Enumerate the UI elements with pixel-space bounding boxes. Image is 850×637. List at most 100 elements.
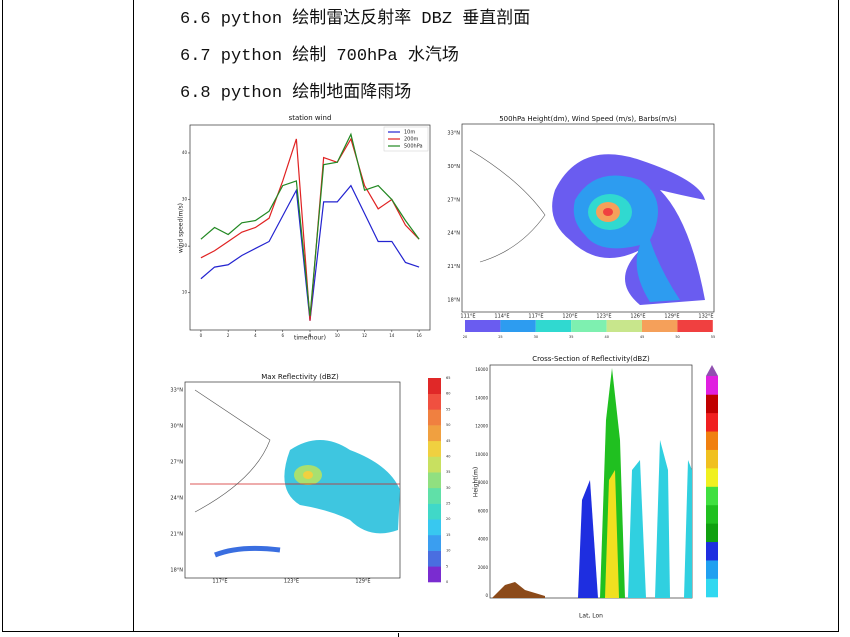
tick-label: 114°E (494, 314, 509, 320)
tick-label: 123°E (284, 579, 299, 585)
coastline (469, 149, 546, 263)
tick-label: 123°E (596, 314, 611, 320)
tick-label: 27°N (447, 197, 460, 203)
shading (628, 460, 646, 598)
tick-label: 35 (446, 470, 450, 474)
shading (605, 470, 619, 598)
tick-label: 55 (711, 335, 715, 339)
tick-label: 12000 (475, 424, 488, 429)
tick-label: 30°N (170, 424, 183, 430)
terrain (492, 582, 545, 598)
tick-label: 0 (485, 593, 488, 598)
tick-label: 30 (446, 486, 450, 490)
section-shading (492, 368, 692, 598)
tick-label: 33°N (170, 388, 183, 394)
tick-label: 25 (446, 502, 450, 506)
shading (684, 460, 692, 598)
colorbar-segment (706, 560, 718, 579)
heading: 6.8 python 绘制地面降雨场 (180, 82, 411, 103)
colorbar-segment (706, 394, 718, 414)
tick-label: 117°E (212, 579, 227, 585)
tick-label: 21°N (170, 532, 183, 538)
section-title: Cross-Section of Reflectivity(dBZ) (532, 355, 650, 363)
colorbar-segment (706, 468, 718, 487)
tick-label: 111°E (460, 314, 475, 320)
section-colorbar (706, 365, 718, 376)
colorbar-segment (428, 550, 441, 567)
tick-label: 40 (604, 335, 608, 339)
shading (603, 208, 613, 216)
tick-label: 10000 (475, 452, 488, 457)
colorbar-segment (428, 487, 441, 504)
tick-label: 35 (569, 335, 573, 339)
tick-label: 30 (534, 335, 538, 339)
x-tick-label: 0 (200, 333, 203, 338)
x-axis-label: time(hour) (294, 335, 326, 342)
colorbar-segment (428, 519, 441, 536)
tick-label: 24°N (170, 496, 183, 502)
tick-label: 25 (498, 335, 502, 339)
tick-label: 55 (446, 407, 450, 411)
tick-label: 18°N (447, 298, 460, 304)
tick-label: 132°E (698, 314, 713, 320)
tick-label: 120°E (562, 314, 577, 320)
colorbar-segment (428, 440, 441, 457)
tick-label: 5 (446, 564, 448, 568)
map-title: 500hPa Height(dm), Wind Speed (m/s), Bar… (499, 115, 677, 123)
x-axis-label: Lat, Lon (579, 613, 603, 620)
tick-label: 45 (640, 335, 644, 339)
chart-title: station wind (289, 114, 332, 122)
tick-label: 33°N (447, 131, 460, 137)
colorbar-segment (428, 566, 441, 583)
colorbar-segment (428, 409, 441, 426)
legend-label: 10m (404, 130, 415, 136)
colorbar-segment (706, 449, 718, 469)
tick-label: 30°N (447, 164, 460, 170)
tick-label: 129°E (664, 314, 679, 320)
x-tick-label: 8 (309, 333, 312, 338)
colorbar-segment (677, 320, 713, 332)
tick-label: 50 (446, 423, 450, 427)
colorbar-cap (706, 365, 718, 376)
tick-label: 16000 (475, 367, 488, 372)
echo (284, 440, 400, 534)
heading: 6.6 python 绘制雷达反射率 DBZ 垂直剖面 (180, 8, 530, 29)
colorbar-segment (535, 320, 572, 332)
tick-label: 0 (446, 580, 448, 584)
tick-label: 24°N (447, 231, 460, 237)
colorbar-segment (428, 456, 441, 473)
legend-label: 200m (404, 137, 419, 143)
tick-label: 21°N (447, 264, 460, 270)
shading (578, 480, 598, 598)
y-tick-label: 10 (182, 290, 188, 295)
tick-label: 126°E (630, 314, 645, 320)
colorbar-segment (642, 320, 678, 332)
colorbar-segment (606, 320, 642, 332)
shading (655, 440, 670, 598)
heading: 6.7 python 绘制 700hPa 水汽场 (180, 45, 459, 66)
y-axis-label: Height(m) (473, 467, 480, 497)
tick-label: 45 (446, 439, 450, 443)
tick-label: 2000 (478, 565, 489, 570)
tick-label: 4000 (478, 537, 489, 542)
echo (303, 471, 313, 479)
plot-frame (189, 124, 431, 331)
tick-label: 6000 (478, 508, 489, 513)
tick-label: 27°N (170, 460, 183, 466)
colorbar-segment (571, 320, 607, 332)
colorbar-segment (428, 472, 441, 489)
y-axis-label: wind speed(m/s) (178, 203, 185, 253)
x-tick-label: 2 (227, 333, 230, 338)
series-line (200, 132, 420, 317)
x-tick-label: 10 (335, 333, 341, 338)
colorbar-segment (706, 523, 718, 543)
x-tick-label: 12 (362, 333, 368, 338)
colorbar-segment (428, 378, 441, 394)
echo (214, 545, 281, 558)
colorbar-segment (706, 578, 718, 598)
radar-echo (190, 389, 400, 558)
tick-label: 8000 (478, 480, 489, 485)
colorbar-segment (428, 534, 441, 551)
tick-label: 18°N (170, 568, 183, 574)
